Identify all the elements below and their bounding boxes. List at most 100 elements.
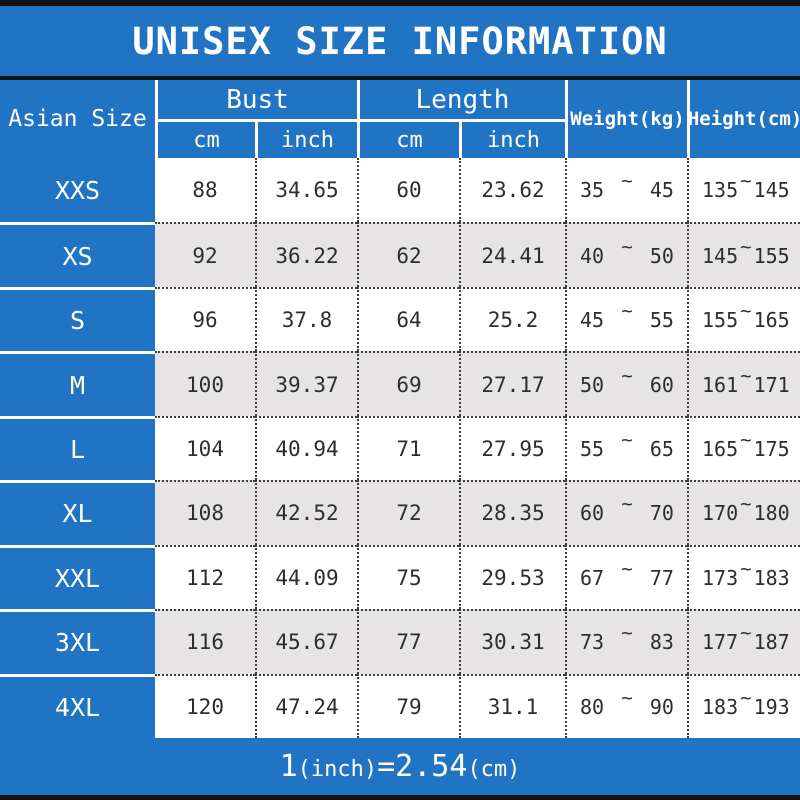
length-inch-cell: 30.31 <box>459 609 565 674</box>
title-band: UNISEX SIZE INFORMATION <box>0 6 800 76</box>
size-cell: XXL <box>0 544 155 610</box>
bust-inch-cell: 40.94 <box>255 415 357 481</box>
range-max: 171 <box>753 372 790 397</box>
tilde-icon: ~ <box>621 428 633 451</box>
bust-inch-cell: 45.67 <box>255 609 357 674</box>
height-range-cell: 177 ~187 <box>687 609 800 674</box>
length-cm-cell: 62 <box>357 222 459 287</box>
range-max: 180 <box>753 501 790 526</box>
header-bust: Bust <box>155 80 357 122</box>
range-min: 155 <box>702 308 739 333</box>
height-range-cell: 165 ~175 <box>687 415 800 481</box>
range-min: 40 <box>580 243 605 268</box>
table-row: XXS 88 34.65 60 23.62 35 ~45 135 ~145 <box>0 158 800 223</box>
length-cm-cell: 79 <box>357 673 459 738</box>
length-cm-cell: 75 <box>357 544 459 610</box>
tilde-icon: ~ <box>740 235 752 258</box>
size-cell: XL <box>0 480 155 545</box>
footer-note: 1(inch)=2.54(cm) <box>280 749 521 784</box>
range-min: 60 <box>580 501 605 526</box>
range-min: 177 <box>702 630 739 655</box>
size-cell: M <box>0 351 155 416</box>
weight-range-cell: 35 ~45 <box>565 158 687 223</box>
table-row: XL 108 42.52 72 28.35 60 ~70 170 ~180 <box>0 480 800 545</box>
length-inch-cell: 25.2 <box>459 286 565 352</box>
bust-inch-cell: 42.52 <box>255 480 357 545</box>
bust-inch-cell: 47.24 <box>255 673 357 738</box>
range-max: 65 <box>649 436 674 461</box>
range-max: 70 <box>649 501 674 526</box>
range-max: 183 <box>753 565 790 590</box>
range-max: 175 <box>753 436 790 461</box>
tilde-icon: ~ <box>740 557 752 580</box>
range-min: 173 <box>702 565 739 590</box>
tilde-icon: ~ <box>621 364 633 387</box>
weight-range-cell: 67 ~77 <box>565 544 687 610</box>
height-range-cell: 135 ~145 <box>687 158 800 223</box>
weight-range-cell: 45 ~55 <box>565 286 687 352</box>
weight-range-cell: 60 ~70 <box>565 480 687 545</box>
range-max: 90 <box>649 694 674 719</box>
size-cell: 4XL <box>0 673 155 738</box>
tilde-icon: ~ <box>740 300 752 323</box>
weight-range-cell: 80 ~90 <box>565 673 687 738</box>
height-range-cell: 145 ~155 <box>687 222 800 287</box>
size-cell: S <box>0 286 155 352</box>
bust-inch-cell: 36.22 <box>255 222 357 287</box>
bust-cm-cell: 92 <box>155 222 255 287</box>
range-max: 77 <box>649 565 674 590</box>
length-inch-cell: 24.41 <box>459 222 565 287</box>
length-inch-cell: 29.53 <box>459 544 565 610</box>
range-min: 145 <box>702 243 739 268</box>
range-max: 45 <box>649 178 674 203</box>
bust-inch-cell: 44.09 <box>255 544 357 610</box>
length-cm-cell: 64 <box>357 286 459 352</box>
page-title: UNISEX SIZE INFORMATION <box>132 19 668 63</box>
tilde-icon: ~ <box>621 686 633 709</box>
range-max: 187 <box>753 630 790 655</box>
bottom-black-bar <box>0 795 800 800</box>
range-max: 55 <box>649 308 674 333</box>
weight-range-cell: 73 ~83 <box>565 609 687 674</box>
bust-cm-cell: 108 <box>155 480 255 545</box>
range-max: 155 <box>753 243 790 268</box>
height-range-cell: 155 ~165 <box>687 286 800 352</box>
bust-cm-cell: 96 <box>155 286 255 352</box>
tilde-icon: ~ <box>621 622 633 645</box>
footer-note-part: =2.54 <box>377 749 468 784</box>
length-cm-cell: 72 <box>357 480 459 545</box>
range-max: 83 <box>649 630 674 655</box>
bust-inch-cell: 39.37 <box>255 351 357 416</box>
range-max: 165 <box>753 308 790 333</box>
size-cell: 3XL <box>0 609 155 674</box>
header-length: Length <box>357 80 565 122</box>
weight-range-cell: 40 ~50 <box>565 222 687 287</box>
range-max: 145 <box>753 178 790 203</box>
range-max: 193 <box>753 694 790 719</box>
tilde-icon: ~ <box>621 300 633 323</box>
length-cm-cell: 60 <box>357 158 459 223</box>
range-min: 35 <box>580 178 605 203</box>
bust-cm-cell: 88 <box>155 158 255 223</box>
range-min: 67 <box>580 565 605 590</box>
range-max: 50 <box>649 243 674 268</box>
height-range-cell: 161 ~171 <box>687 351 800 416</box>
bust-cm-cell: 104 <box>155 415 255 481</box>
header-length-cm: cm <box>357 122 459 158</box>
range-min: 165 <box>702 436 739 461</box>
tilde-icon: ~ <box>621 557 633 580</box>
length-cm-cell: 77 <box>357 609 459 674</box>
bust-cm-cell: 120 <box>155 673 255 738</box>
table-row: XS 92 36.22 62 24.41 40 ~50 145 ~155 <box>0 222 800 287</box>
range-min: 50 <box>580 372 605 397</box>
table-row: XXL 112 44.09 75 29.53 67 ~77 173 ~183 <box>0 544 800 610</box>
title-separator <box>0 76 800 80</box>
bust-cm-cell: 100 <box>155 351 255 416</box>
length-inch-cell: 28.35 <box>459 480 565 545</box>
range-max: 60 <box>649 372 674 397</box>
footer-band: 1(inch)=2.54(cm) <box>0 738 800 795</box>
tilde-icon: ~ <box>740 364 752 387</box>
range-min: 183 <box>702 694 739 719</box>
bust-cm-cell: 116 <box>155 609 255 674</box>
